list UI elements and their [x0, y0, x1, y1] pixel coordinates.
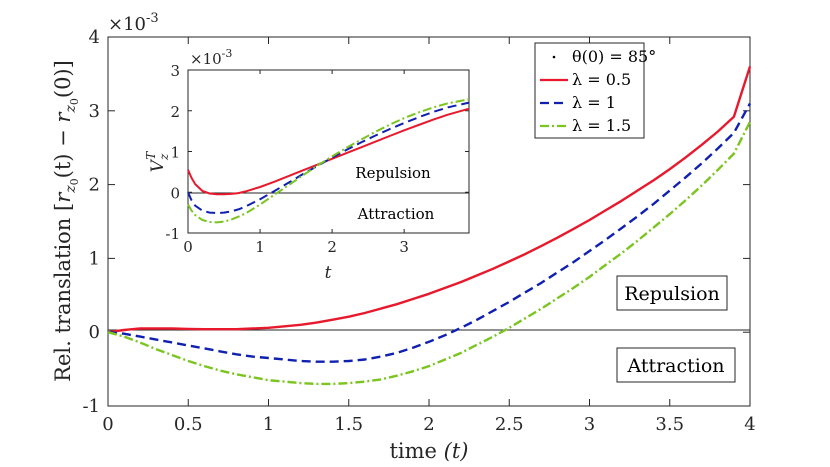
inset-x-tick-label: 3 — [399, 238, 409, 256]
main-y-tick-label: 4 — [89, 27, 100, 48]
main-x-tick-label: 4 — [744, 414, 755, 435]
main-x-tick-label: 2 — [423, 414, 434, 435]
legend-label-lambda-1: λ = 1 — [572, 93, 616, 112]
legend-entry-lambda-0-5: λ = 0.5 — [540, 70, 631, 89]
main-y-tick-label: 3 — [89, 101, 100, 122]
main-y-scale-label: ×10-3 — [108, 11, 159, 35]
inset-series-line-2 — [187, 98, 470, 224]
inset-y-tick-label: 3 — [170, 62, 180, 80]
inset-y-tick-label: 2 — [170, 103, 180, 121]
legend-label-theta: θ(0) = 85° — [572, 47, 656, 66]
main-y-tick-label: -1 — [82, 396, 100, 417]
inset-attraction-annotation: Attraction — [357, 205, 435, 223]
main-y-tick-label: 0 — [89, 322, 100, 343]
inset-x-tick-label: 1 — [255, 238, 265, 256]
legend-marker-dot — [552, 55, 556, 59]
main-y-tick-label: 2 — [89, 175, 100, 196]
main-x-tick-label: 3 — [584, 414, 595, 435]
main-repulsion-box — [616, 275, 728, 311]
main-attraction-annotation: Attraction — [626, 355, 724, 377]
inset-x-ticks: 0 1 2 3 — [183, 70, 409, 256]
main-x-tick-label: 0 — [102, 414, 113, 435]
main-x-tick-label: 3.5 — [655, 414, 684, 435]
legend-label-lambda-0-5: λ = 0.5 — [572, 70, 631, 89]
inset-series-line-0 — [187, 107, 470, 196]
main-series-line-1 — [107, 102, 752, 363]
inset-series-line-1 — [187, 101, 470, 214]
legend: θ(0) = 85° λ = 0.5 λ = 1 λ = 1.5 — [534, 42, 656, 139]
main-series-line-0 — [107, 66, 752, 334]
legend-box — [534, 42, 645, 139]
inset-y-tick-label: 0 — [170, 184, 180, 202]
legend-entry-lambda-1-5: λ = 1.5 — [540, 116, 631, 135]
main-x-axis-label: time (t) — [389, 439, 468, 463]
main-series-group — [107, 66, 752, 386]
legend-label-lambda-1-5: λ = 1.5 — [572, 116, 631, 135]
main-y-axis-label: Rel. translation [rz0(t) − rz0(0)] — [51, 60, 81, 382]
main-attraction-box — [616, 347, 736, 383]
main-x-ticks: 0 0.5 1 1.5 2 2.5 3 3.5 4 — [102, 37, 756, 435]
main-x-tick-label: 2.5 — [495, 414, 524, 435]
main-y-tick-label: 1 — [89, 248, 100, 269]
main-x-tick-label: 1 — [263, 414, 274, 435]
legend-entry-lambda-1: λ = 1 — [540, 93, 616, 112]
inset-series-group — [187, 98, 470, 224]
inset-x-tick-label: 2 — [327, 238, 337, 256]
main-series-line-2 — [107, 121, 752, 386]
inset-repulsion-annotation: Repulsion — [355, 164, 431, 182]
main-x-tick-label: 0.5 — [174, 414, 203, 435]
inset-y-ticks: -1 0 1 2 3 — [165, 62, 469, 243]
inset-y-axis-label: VzT — [144, 151, 171, 173]
inset-y-scale-label: ×10-3 — [190, 47, 232, 68]
inset-plot-area — [187, 69, 470, 234]
legend-entry-theta: θ(0) = 85° — [552, 47, 656, 66]
inset-y-tick-label: -1 — [165, 225, 180, 243]
main-x-tick-label: 1.5 — [334, 414, 363, 435]
main-repulsion-annotation: Repulsion — [624, 283, 720, 305]
inset-y-tick-label: 1 — [170, 144, 180, 162]
inset-x-tick-label: 0 — [183, 238, 193, 256]
inset-x-axis-label: t — [325, 263, 332, 283]
